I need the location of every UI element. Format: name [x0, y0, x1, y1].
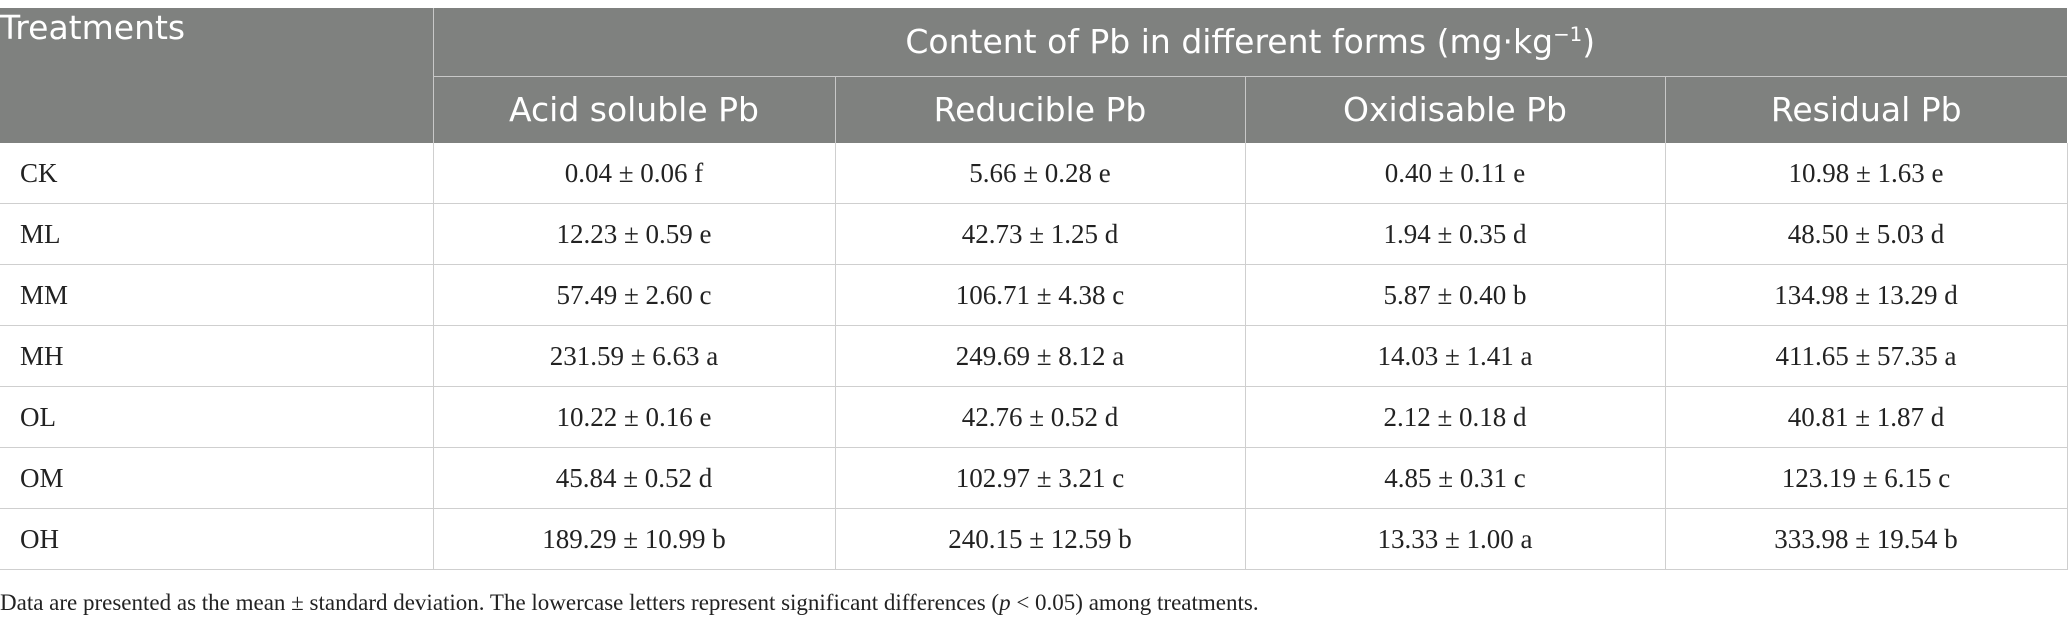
table-row: MH 231.59 ± 6.63 a 249.69 ± 8.12 a 14.03…: [0, 325, 2068, 387]
table-row: OH 189.29 ± 10.99 b 240.15 ± 12.59 b 13.…: [0, 508, 2068, 570]
group-header-text: Content of Pb in different forms (mg·kg: [905, 22, 1554, 62]
acid-soluble-cell: 57.49 ± 2.60 c: [433, 264, 836, 326]
table-row: MM 57.49 ± 2.60 c 106.71 ± 4.38 c 5.87 ±…: [0, 264, 2068, 326]
treatment-name: ML: [0, 203, 434, 265]
residual-cell: 134.98 ± 13.29 d: [1665, 264, 2068, 326]
residual-cell: 10.98 ± 1.63 e: [1665, 143, 2068, 204]
reducible-cell: 102.97 ± 3.21 c: [835, 447, 1246, 509]
table-row: OM 45.84 ± 0.52 d 102.97 ± 3.21 c 4.85 ±…: [0, 447, 2068, 509]
content-group-header: Content of Pb in different forms (mg·kg−…: [433, 8, 2068, 77]
column-header-oxidisable: Oxidisable Pb: [1245, 76, 1666, 143]
acid-soluble-cell: 45.84 ± 0.52 d: [433, 447, 836, 509]
reducible-cell: 42.76 ± 0.52 d: [835, 386, 1246, 448]
header-row-columns: Acid soluble Pb Reducible Pb Oxidisable …: [0, 76, 2068, 143]
oxidisable-cell: 5.87 ± 0.40 b: [1245, 264, 1666, 326]
column-header-acid-soluble: Acid soluble Pb: [433, 76, 836, 143]
acid-soluble-cell: 10.22 ± 0.16 e: [433, 386, 836, 448]
oxidisable-cell: 0.40 ± 0.11 e: [1245, 143, 1666, 204]
reducible-cell: 42.73 ± 1.25 d: [835, 203, 1246, 265]
residual-cell: 48.50 ± 5.03 d: [1665, 203, 2068, 265]
footnote-text-after: < 0.05) among treatments.: [1010, 590, 1259, 615]
residual-cell: 40.81 ± 1.87 d: [1665, 386, 2068, 448]
residual-cell: 411.65 ± 57.35 a: [1665, 325, 2068, 387]
header-row-group: Treatments Content of Pb in different fo…: [0, 8, 2068, 143]
oxidisable-cell: 1.94 ± 0.35 d: [1245, 203, 1666, 265]
treatments-header: Treatments: [0, 8, 434, 143]
column-header-reducible: Reducible Pb: [835, 76, 1246, 143]
column-header-residual: Residual Pb: [1665, 76, 2068, 143]
oxidisable-cell: 4.85 ± 0.31 c: [1245, 447, 1666, 509]
treatment-name: MH: [0, 325, 434, 387]
acid-soluble-cell: 0.04 ± 0.06 f: [433, 143, 836, 204]
group-header-close: ): [1582, 22, 1596, 62]
reducible-cell: 5.66 ± 0.28 e: [835, 143, 1246, 204]
reducible-cell: 240.15 ± 12.59 b: [835, 508, 1246, 570]
pb-forms-table: Treatments Content of Pb in different fo…: [0, 8, 2068, 570]
oxidisable-cell: 14.03 ± 1.41 a: [1245, 325, 1666, 387]
treatment-name: CK: [0, 143, 434, 204]
footnote-p-symbol: p: [999, 590, 1011, 615]
acid-soluble-cell: 189.29 ± 10.99 b: [433, 508, 836, 570]
reducible-cell: 106.71 ± 4.38 c: [835, 264, 1246, 326]
treatment-name: OM: [0, 447, 434, 509]
reducible-cell: 249.69 ± 8.12 a: [835, 325, 1246, 387]
treatment-name: OL: [0, 386, 434, 448]
footnote-text-before: Data are presented as the mean ± standar…: [0, 590, 1000, 615]
group-header-superscript: −1: [1553, 23, 1583, 47]
residual-cell: 123.19 ± 6.15 c: [1665, 447, 2068, 509]
acid-soluble-cell: 12.23 ± 0.59 e: [433, 203, 836, 265]
oxidisable-cell: 13.33 ± 1.00 a: [1245, 508, 1666, 570]
treatment-name: OH: [0, 508, 434, 570]
table-row: CK 0.04 ± 0.06 f 5.66 ± 0.28 e 0.40 ± 0.…: [0, 143, 2068, 204]
table-row: ML 12.23 ± 0.59 e 42.73 ± 1.25 d 1.94 ± …: [0, 203, 2068, 265]
table-row: OL 10.22 ± 0.16 e 42.76 ± 0.52 d 2.12 ± …: [0, 386, 2068, 448]
table-footnote: Data are presented as the mean ± standar…: [0, 590, 1259, 616]
residual-cell: 333.98 ± 19.54 b: [1665, 508, 2068, 570]
acid-soluble-cell: 231.59 ± 6.63 a: [433, 325, 836, 387]
treatment-name: MM: [0, 264, 434, 326]
oxidisable-cell: 2.12 ± 0.18 d: [1245, 386, 1666, 448]
